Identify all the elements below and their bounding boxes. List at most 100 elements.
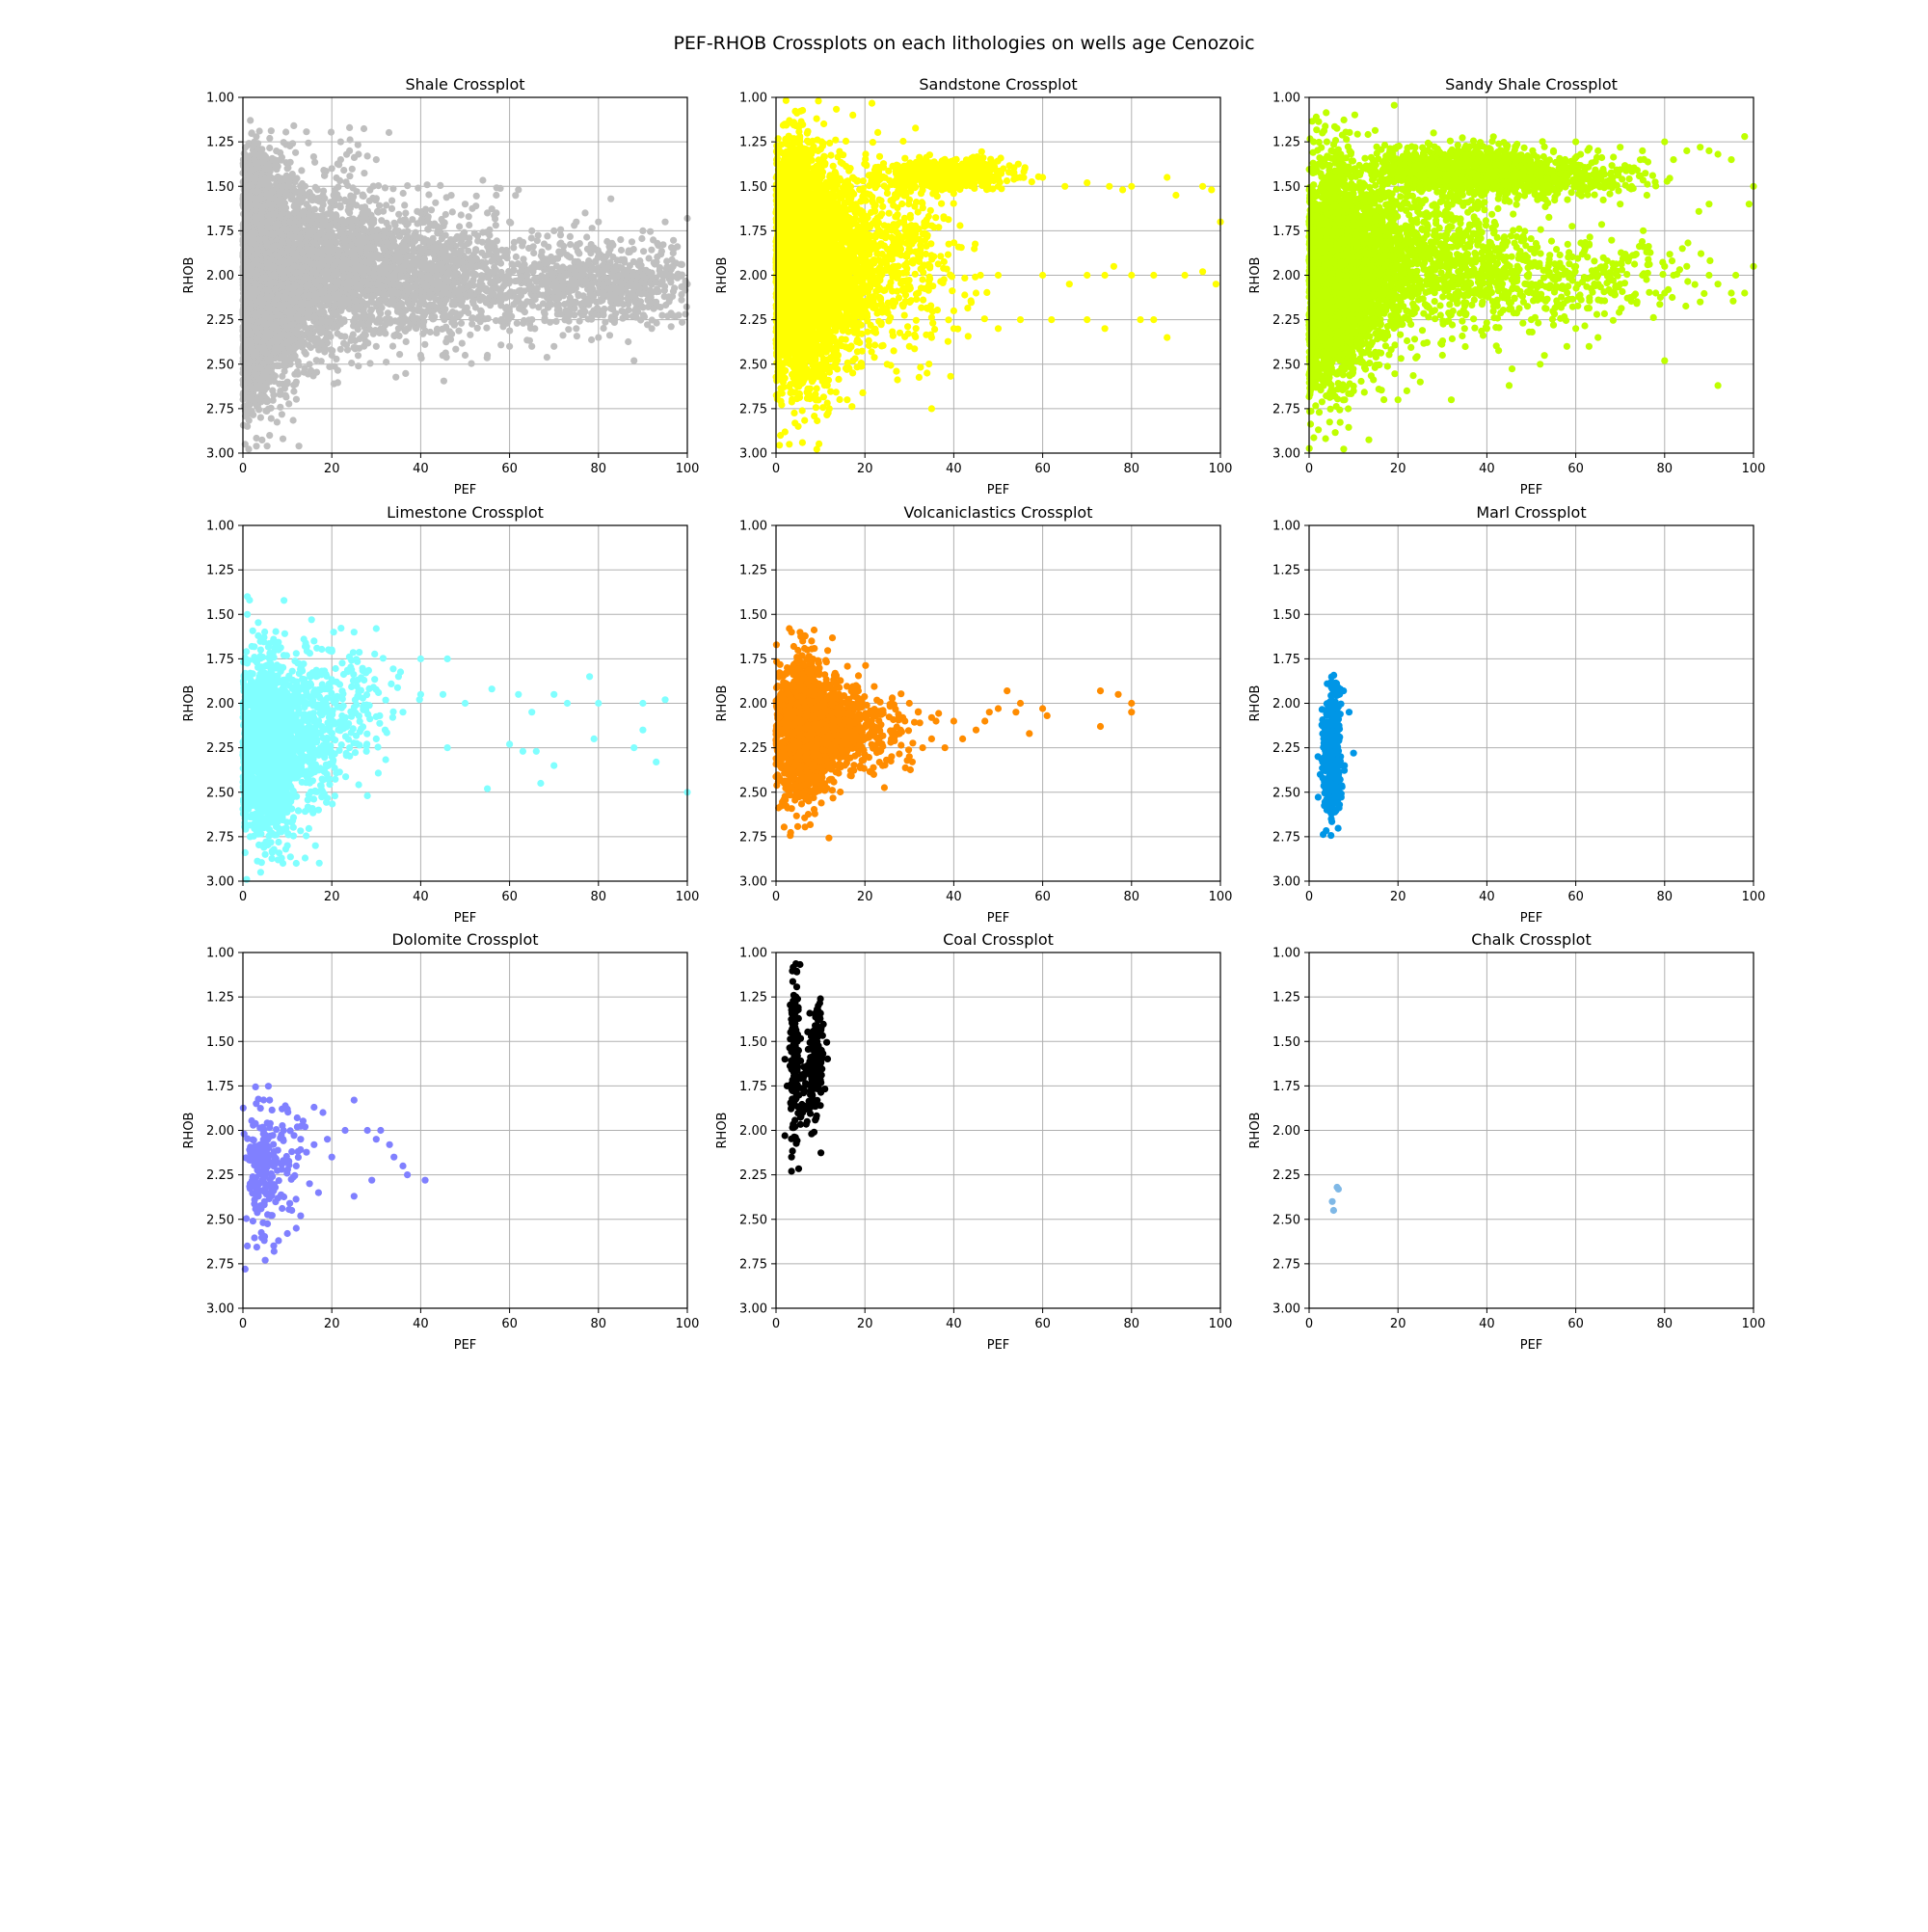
data-point [432, 200, 439, 206]
data-point [304, 217, 310, 224]
data-point [385, 309, 391, 316]
data-point [321, 277, 328, 283]
data-point [321, 173, 328, 179]
data-point [386, 129, 392, 136]
data-point [350, 201, 357, 207]
data-point [399, 309, 406, 316]
data-point [305, 140, 311, 147]
data-point [404, 182, 411, 189]
data-point [391, 255, 398, 262]
data-point [442, 325, 449, 332]
data-point [361, 125, 367, 132]
data-point [366, 326, 373, 333]
data-point [326, 363, 333, 370]
data-point [285, 400, 292, 407]
data-point [290, 416, 297, 423]
data-point [273, 148, 280, 154]
data-point [303, 128, 309, 135]
data-point [308, 344, 314, 351]
data-point [342, 244, 349, 251]
data-point [374, 235, 381, 242]
data-point [419, 331, 426, 337]
data-point [298, 167, 305, 174]
data-point [284, 285, 291, 292]
data-point [270, 272, 277, 279]
data-point [496, 185, 503, 192]
data-point [333, 211, 339, 218]
data-point [355, 237, 362, 244]
data-point [317, 215, 324, 222]
data-point [437, 182, 443, 189]
data-point [298, 267, 305, 274]
data-point [306, 231, 312, 238]
data-point [383, 359, 389, 365]
data-point [323, 267, 330, 274]
data-point [401, 201, 408, 208]
data-point [388, 198, 395, 204]
data-point [362, 213, 368, 220]
data-point [417, 261, 424, 268]
data-point [334, 268, 340, 275]
data-point [395, 302, 402, 309]
data-point [358, 248, 364, 255]
data-point [295, 289, 302, 296]
data-point [340, 220, 347, 227]
data-point [328, 129, 335, 136]
data-point [291, 241, 298, 248]
data-point [269, 388, 276, 394]
data-point [282, 128, 289, 135]
data-point [304, 257, 310, 264]
data-point [266, 135, 273, 142]
data-point [339, 317, 346, 324]
data-point [293, 251, 300, 257]
data-point [286, 143, 293, 149]
data-point [318, 287, 325, 294]
figure-title: PEF-RHOB Crossplots on each lithologies … [0, 33, 1928, 54]
data-point [382, 330, 388, 336]
data-point [313, 369, 320, 376]
data-point [483, 325, 490, 332]
data-point [335, 183, 341, 190]
data-point [452, 346, 459, 353]
data-point [358, 221, 364, 228]
data-point [410, 255, 416, 261]
data-point [384, 220, 390, 227]
data-point [415, 185, 421, 192]
data-point [343, 341, 350, 348]
data-point [414, 307, 420, 313]
data-point [280, 210, 286, 217]
data-point [360, 193, 366, 200]
data-point [326, 318, 333, 325]
data-point [307, 246, 313, 253]
data-point [389, 185, 396, 192]
data-point [425, 191, 432, 198]
data-point [396, 351, 403, 358]
data-point [417, 217, 424, 224]
data-point [303, 238, 309, 245]
data-point [433, 330, 440, 336]
data-point [286, 212, 293, 219]
data-point [279, 411, 285, 417]
data-point [316, 309, 323, 316]
data-point [289, 321, 296, 328]
data-point [469, 300, 476, 307]
data-point [366, 360, 373, 366]
data-point [297, 234, 304, 241]
data-point [396, 233, 403, 240]
data-point [317, 260, 324, 267]
data-point [458, 211, 465, 218]
data-point [279, 183, 285, 190]
data-point [280, 201, 286, 208]
data-point [465, 240, 471, 247]
data-point [278, 354, 284, 361]
data-point [479, 176, 486, 183]
data-point [424, 181, 431, 188]
data-point [640, 248, 647, 255]
data-point [278, 391, 284, 398]
data-point [349, 289, 356, 296]
data-point [459, 340, 466, 347]
data-point [318, 328, 325, 335]
data-point [303, 201, 309, 207]
data-point [278, 318, 284, 325]
